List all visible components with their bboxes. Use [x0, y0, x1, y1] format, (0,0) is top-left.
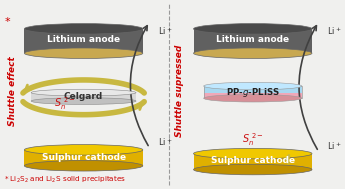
Text: $S_n^{\ 2-}$: $S_n^{\ 2-}$	[242, 131, 264, 148]
Text: Li$^+$: Li$^+$	[158, 25, 172, 37]
Ellipse shape	[24, 145, 143, 155]
Polygon shape	[194, 154, 312, 170]
Text: Sulphur cathode: Sulphur cathode	[41, 153, 126, 162]
Text: Li$^+$: Li$^+$	[327, 25, 342, 37]
Polygon shape	[204, 93, 302, 98]
Ellipse shape	[204, 94, 302, 102]
Text: Sulphur cathode: Sulphur cathode	[211, 156, 295, 165]
Ellipse shape	[194, 24, 312, 34]
Polygon shape	[31, 93, 136, 101]
Text: PP-$g$-PLiSS: PP-$g$-PLiSS	[226, 86, 280, 99]
Polygon shape	[204, 86, 302, 93]
Text: Shuttle supressed: Shuttle supressed	[175, 45, 184, 137]
Text: Li$^+$: Li$^+$	[327, 140, 342, 152]
Text: Celgard: Celgard	[64, 92, 103, 101]
Ellipse shape	[31, 98, 136, 105]
Polygon shape	[24, 29, 143, 53]
Ellipse shape	[24, 24, 143, 34]
Ellipse shape	[194, 48, 312, 58]
Polygon shape	[24, 150, 143, 166]
Ellipse shape	[24, 48, 143, 58]
Ellipse shape	[194, 164, 312, 175]
Ellipse shape	[194, 148, 312, 159]
Text: Shuttle effect: Shuttle effect	[8, 56, 17, 126]
Text: $S_n^{\ 2-}$: $S_n^{\ 2-}$	[54, 95, 76, 112]
Text: * Li$_2$S$_2$ and Li$_2$S solid precipitates: * Li$_2$S$_2$ and Li$_2$S solid precipit…	[4, 174, 126, 184]
Text: Lithium anode: Lithium anode	[47, 35, 120, 44]
Text: Lithium anode: Lithium anode	[216, 35, 289, 44]
Ellipse shape	[204, 82, 302, 90]
Text: *: *	[4, 17, 10, 27]
Ellipse shape	[31, 89, 136, 96]
Polygon shape	[194, 29, 312, 53]
Text: Li$^+$: Li$^+$	[158, 136, 172, 148]
Ellipse shape	[24, 160, 143, 171]
